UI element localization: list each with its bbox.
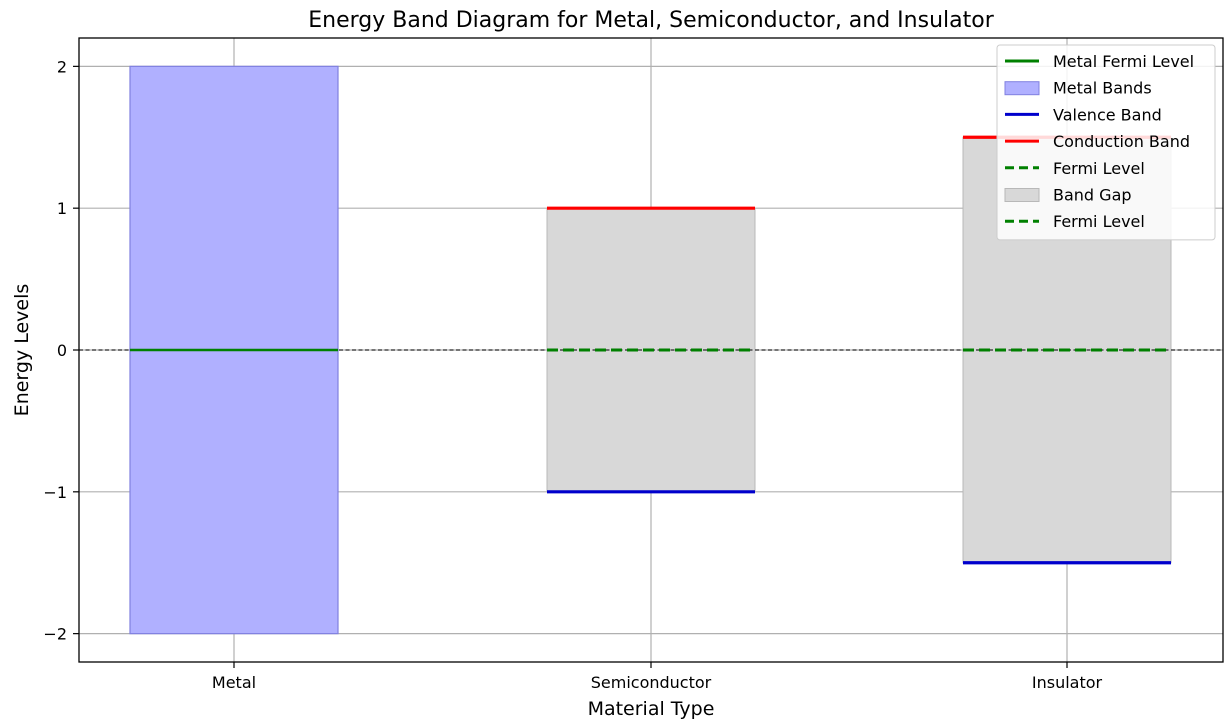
legend-entry-label: Metal Bands	[1053, 79, 1152, 98]
y-tick-label: 1	[57, 199, 67, 218]
plot-area: −2 −1 0 1 2 Metal Semiconductor Insulator	[43, 37, 1224, 692]
chart-title: Energy Band Diagram for Metal, Semicondu…	[308, 8, 994, 33]
legend-entry-label: Valence Band	[1053, 105, 1162, 124]
y-tick-label: 2	[57, 57, 67, 76]
x-tick-label-semiconductor: Semiconductor	[591, 673, 712, 692]
legend-swatch	[1004, 188, 1040, 202]
y-tick-label: −2	[43, 625, 67, 644]
legend-swatch	[1004, 81, 1040, 96]
legend-box	[996, 44, 1216, 241]
legend-entry-label: Fermi Level	[1053, 159, 1145, 178]
y-axis-label: Energy Levels	[11, 284, 33, 417]
y-tick-label: 0	[57, 341, 67, 360]
x-tick-label-metal: Metal	[212, 673, 256, 692]
legend: Metal Fermi Level Metal Bands Valence Band…	[996, 44, 1216, 241]
legend-entry-label: Metal Fermi Level	[1053, 52, 1194, 71]
legend-entry-label: Fermi Level	[1053, 212, 1145, 231]
legend-entry-label: Band Gap	[1053, 186, 1132, 205]
x-tick-label-insulator: Insulator	[1032, 673, 1103, 692]
y-tick-label: −1	[43, 483, 67, 502]
x-axis-label: Material Type	[588, 698, 715, 720]
legend-entry-label: Conduction Band	[1053, 132, 1190, 151]
